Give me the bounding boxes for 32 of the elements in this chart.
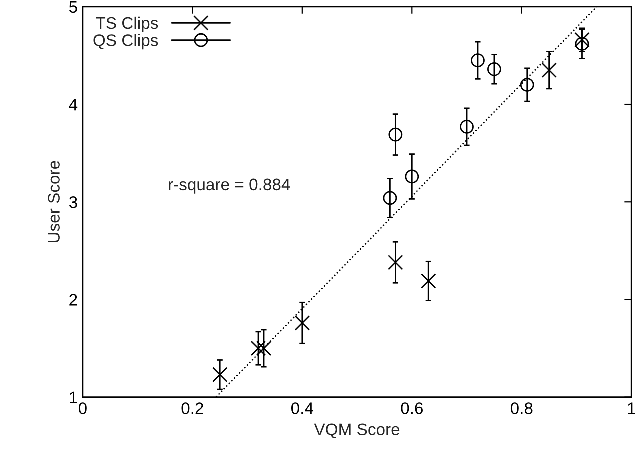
legend-label: QS Clips (94, 34, 158, 50)
point (256, 340, 272, 356)
point (460, 120, 474, 134)
point (405, 170, 420, 184)
x-tick-label: 0 (78, 402, 87, 414)
x-tick-label: 0.2 (182, 402, 204, 414)
point (420, 274, 436, 289)
point (294, 316, 310, 331)
point (212, 367, 228, 383)
legend-label: TS Clips (96, 16, 158, 32)
point (250, 340, 266, 356)
point (388, 254, 404, 270)
x-tick-label: 1 (628, 402, 636, 414)
x-tick-label: 0.4 (291, 402, 314, 414)
point (383, 191, 398, 206)
y-tick-label: 5 (69, 2, 78, 14)
y-tick-label: 3 (69, 196, 78, 208)
point (520, 78, 534, 92)
x-tick-label: 0.6 (401, 402, 423, 414)
x-tick-label: 0.8 (510, 402, 533, 414)
point (488, 62, 502, 76)
point (471, 54, 485, 68)
x-axis-title: VQM Score (314, 424, 400, 438)
y-tick-label: 2 (70, 294, 78, 306)
point (575, 37, 590, 51)
point (574, 32, 590, 48)
y-axis-title: User Score (48, 161, 60, 243)
y-tick-label: 1 (70, 392, 78, 404)
point (542, 62, 557, 78)
y-tick-label: 4 (69, 99, 78, 111)
point (388, 128, 403, 142)
annotation: r-square = 0.884 (169, 178, 290, 194)
